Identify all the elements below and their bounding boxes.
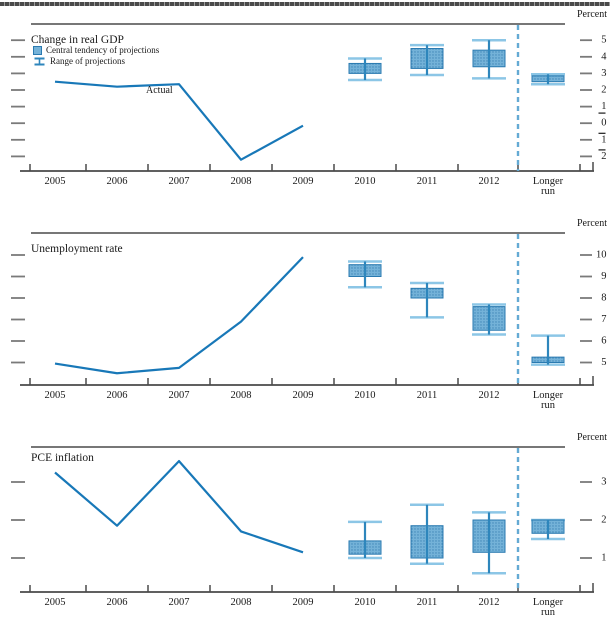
x-tick-label: 2009 <box>293 390 314 401</box>
actual-line <box>54 80 304 161</box>
range-whisker-icon <box>34 57 45 65</box>
legend-central-tendency-label: Central tendency of projections <box>46 45 160 55</box>
x-tick-label: 2005 <box>45 176 66 187</box>
x-tick-label: run <box>541 186 556 197</box>
x-tick-label: 2006 <box>107 597 128 608</box>
panel-title-gdp: Change in real GDP <box>31 34 124 46</box>
y-tick-label: 10 <box>596 250 607 261</box>
legend-range: Range of projections <box>33 56 125 66</box>
legend-central-tendency: Central tendency of projections <box>33 45 159 55</box>
y-axis-unit-label: Percent <box>577 218 607 229</box>
y-tick-label: 5 <box>601 35 606 46</box>
central-tendency-swatch-icon <box>33 45 42 55</box>
x-tick-label: 2005 <box>45 390 66 401</box>
x-tick-label: 2006 <box>107 390 128 401</box>
y-tick-label: 0 <box>601 118 606 129</box>
x-tick-label: Longer <box>533 176 564 187</box>
y-tick-label: 1 <box>601 101 606 112</box>
y-tick-label: 2 <box>601 515 606 526</box>
actual-line-annotation: Actual <box>146 85 173 96</box>
x-tick-label: 2012 <box>479 176 500 187</box>
x-tick-label: 2010 <box>355 597 376 608</box>
x-tick-label: 2007 <box>169 597 190 608</box>
x-tick-label: 2005 <box>45 597 66 608</box>
panel-title-unemployment: Unemployment rate <box>31 243 123 255</box>
x-tick-label: Longer <box>533 390 564 401</box>
x-tick-label: 2012 <box>479 597 500 608</box>
x-tick-label: 2007 <box>169 390 190 401</box>
y-tick-label: 6 <box>601 336 606 347</box>
x-tick-label: 2009 <box>293 176 314 187</box>
y-tick-label: 1 <box>601 553 606 564</box>
y-tick-label: 4 <box>601 51 607 62</box>
x-tick-label: run <box>541 607 556 618</box>
top-rule <box>0 2 610 6</box>
y-axis-unit-label: Percent <box>577 9 607 20</box>
x-tick-label: 2008 <box>231 390 252 401</box>
panel-title-pce-inflation: PCE inflation <box>31 452 94 464</box>
y-tick-label: 2 <box>601 151 606 162</box>
x-tick-label: 2010 <box>355 176 376 187</box>
actual-line <box>54 256 304 375</box>
x-tick-label: 2011 <box>417 390 438 401</box>
x-tick-label: run <box>541 400 556 411</box>
x-tick-label: 2008 <box>231 597 252 608</box>
x-tick-label: 2006 <box>107 176 128 187</box>
y-tick-label: 8 <box>601 293 606 304</box>
x-tick-label: 2010 <box>355 390 376 401</box>
y-tick-label: 5 <box>601 357 606 368</box>
y-tick-label: 7 <box>601 314 606 325</box>
x-tick-label: 2009 <box>293 597 314 608</box>
x-tick-label: 2011 <box>417 176 438 187</box>
x-tick-label: 2011 <box>417 597 438 608</box>
x-tick-label: 2007 <box>169 176 190 187</box>
x-tick-label: 2012 <box>479 390 500 401</box>
y-tick-label: 3 <box>601 68 606 79</box>
y-tick-label: 2 <box>601 85 606 96</box>
x-tick-label: Longer <box>533 597 564 608</box>
actual-line <box>54 460 304 554</box>
legend-range-label: Range of projections <box>50 56 125 66</box>
x-tick-label: 2008 <box>231 176 252 187</box>
y-tick-label: 3 <box>601 477 606 488</box>
y-axis-unit-label: Percent <box>577 432 607 443</box>
y-tick-label: 1 <box>601 134 606 145</box>
y-tick-label: 9 <box>601 271 606 282</box>
